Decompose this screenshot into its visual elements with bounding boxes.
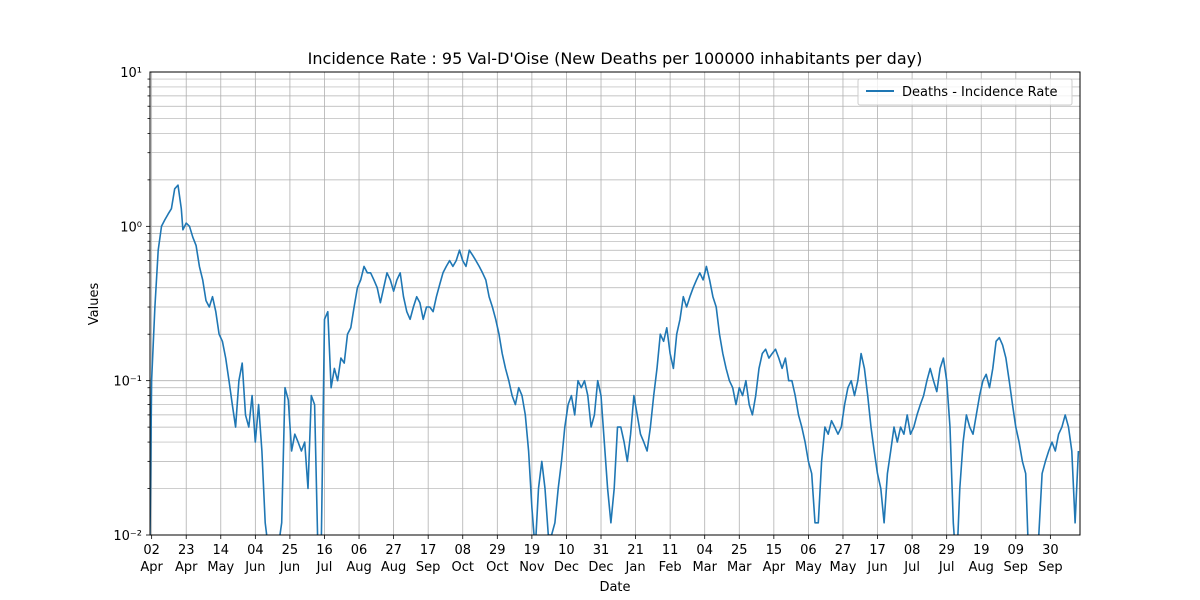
y-tick-label: 10¹ (120, 66, 142, 81)
x-tick-label-day: 08 (904, 543, 921, 558)
x-tick-label-month: Oct (452, 560, 474, 575)
x-tick-label-month: May (207, 560, 234, 575)
x-tick-label-day: 25 (282, 543, 299, 558)
x-tick-label-month: Mar (692, 560, 717, 575)
x-tick-label-day: 11 (662, 543, 679, 558)
x-tick-label-day: 31 (593, 543, 610, 558)
legend: Deaths - Incidence Rate (857, 78, 1073, 106)
x-tick-label-day: 15 (766, 543, 783, 558)
x-tick-label-month: Jul (938, 560, 955, 575)
legend-box (857, 78, 1073, 106)
x-tick-label-month: Dec (588, 560, 613, 575)
plot-frame (149, 71, 1081, 536)
x-tick-label-day: 14 (213, 543, 230, 558)
chart-title: Incidence Rate : 95 Val-D'Oise (New Deat… (308, 49, 923, 68)
x-tick-label-day: 06 (800, 543, 817, 558)
y-tick-label: 10⁻¹ (113, 375, 142, 390)
x-tick-label-month: Sep (1004, 560, 1029, 575)
grid (150, 72, 1080, 536)
x-tick-label-day: 29 (489, 543, 506, 558)
x-tick-label-month: May (795, 560, 822, 575)
x-tick-label-month: Oct (486, 560, 508, 575)
x-tick-label-month: Aug (969, 560, 994, 575)
x-tick-label-day: 27 (835, 543, 852, 558)
x-tick-label-month: Aug (381, 560, 406, 575)
x-tick-label-day: 30 (1042, 543, 1059, 558)
x-ticks: 02 Apr 23 Apr 14 May 04 Jun 25 Jun 16 Jul 06 Aug 27 Aug… (140, 535, 1063, 575)
x-tick-label-day: 19 (973, 543, 990, 558)
series-line-deaths-incidence-rate (150, 184, 1080, 535)
x-axis-label: Date (599, 580, 630, 595)
x-tick-label-day: 29 (938, 543, 955, 558)
x-tick-label-month: Jun (279, 560, 300, 575)
x-tick-label-day: 04 (247, 543, 264, 558)
x-tick-label-day: 04 (696, 543, 713, 558)
legend-label: Deaths - Incidence Rate (902, 85, 1057, 100)
x-tick-label-month: Apr (175, 560, 198, 575)
x-tick-label-day: 19 (524, 543, 541, 558)
y-tick-label: 10⁰ (120, 220, 142, 235)
y-axis-label: Values (87, 283, 102, 326)
x-tick-label-month: Dec (554, 560, 579, 575)
series-layer (150, 184, 1080, 535)
x-tick-label-month: Jan (625, 560, 646, 575)
x-tick-label-day: 16 (316, 543, 333, 558)
x-tick-label-day: 27 (385, 543, 402, 558)
x-tick-label-day: 06 (351, 543, 368, 558)
y-ticks: 10⁻² 10⁻¹ 10⁰ 10¹ (113, 66, 150, 544)
x-tick-label-month: Jul (316, 560, 333, 575)
x-tick-label-month: May (830, 560, 857, 575)
x-tick-label-day: 21 (627, 543, 644, 558)
x-tick-label-day: 23 (178, 543, 195, 558)
x-tick-label-day: 17 (869, 543, 886, 558)
x-tick-label-day: 08 (454, 543, 471, 558)
x-tick-label-month: Feb (659, 560, 682, 575)
x-tick-label-month: Sep (416, 560, 441, 575)
x-tick-label-month: Mar (727, 560, 752, 575)
x-tick-label-month: Jul (903, 560, 920, 575)
x-tick-label-day: 25 (731, 543, 748, 558)
x-tick-label-day: 17 (420, 543, 437, 558)
x-tick-label-month: Apr (140, 560, 163, 575)
y-tick-label: 10⁻² (113, 529, 142, 544)
x-tick-label-day: 09 (1008, 543, 1025, 558)
x-tick-label-month: Jun (244, 560, 265, 575)
x-tick-label-month: Sep (1038, 560, 1063, 575)
x-tick-label-day: 10 (558, 543, 575, 558)
x-tick-label-month: Jun (866, 560, 887, 575)
x-tick-label-month: Apr (763, 560, 786, 575)
x-tick-label-month: Aug (346, 560, 371, 575)
x-tick-label-month: Nov (519, 560, 545, 575)
x-tick-label-day: 02 (143, 543, 160, 558)
